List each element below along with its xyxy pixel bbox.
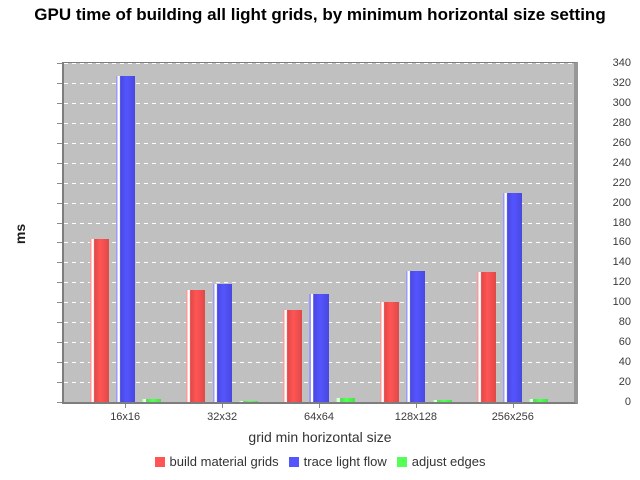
legend-label: trace light flow xyxy=(303,454,387,469)
bar-trace-light-flow-16x16 xyxy=(115,76,135,402)
x-tick-label: 128x128 xyxy=(394,411,437,423)
bar-build-material-grids-64x64 xyxy=(283,310,303,402)
gridline xyxy=(64,63,574,64)
x-tick-mark xyxy=(222,404,224,408)
legend-label: adjust edges xyxy=(411,454,486,469)
y-tick-mark xyxy=(57,342,62,344)
y-tick-mark xyxy=(57,82,62,84)
y-tick-mark xyxy=(57,63,62,64)
legend-item: trace light flow xyxy=(288,454,387,469)
legend-item: build material grids xyxy=(154,454,279,469)
y-tick-label: 200 xyxy=(612,196,631,209)
y-tick-mark xyxy=(57,402,62,403)
y-tick-label: 0 xyxy=(624,396,631,408)
gridline xyxy=(64,102,574,104)
bar-trace-light-flow-128x128 xyxy=(406,271,426,402)
y-tick-label: 40 xyxy=(618,356,631,369)
bar-adjust-edges-128x128 xyxy=(432,400,452,402)
bar-build-material-grids-128x128 xyxy=(380,302,400,402)
y-tick-label: 60 xyxy=(618,336,631,349)
y-tick-mark xyxy=(57,142,62,144)
y-axis-title: ms xyxy=(12,223,28,245)
y-tick-label: 100 xyxy=(612,296,631,309)
bar-trace-light-flow-64x64 xyxy=(309,294,329,402)
legend-swatch xyxy=(288,456,299,467)
bar-adjust-edges-256x256 xyxy=(529,399,549,402)
bar-adjust-edges-16x16 xyxy=(141,399,161,402)
x-axis-title: grid min horizontal size xyxy=(248,429,392,445)
gridline xyxy=(64,122,574,124)
bar-adjust-edges-32x32 xyxy=(238,401,258,402)
y-tick-mark xyxy=(57,242,62,244)
y-tick-mark xyxy=(57,222,62,224)
y-tick-mark xyxy=(57,182,62,184)
legend-swatch xyxy=(396,456,407,467)
x-tick-mark xyxy=(512,404,514,408)
y-tick-label: 20 xyxy=(618,376,631,389)
gridline xyxy=(64,262,574,264)
gridline xyxy=(64,142,574,144)
bar-build-material-grids-16x16 xyxy=(89,239,109,402)
y-tick-mark xyxy=(57,322,62,324)
x-tick-label: 64x64 xyxy=(304,411,334,423)
y-tick-label: 240 xyxy=(612,156,631,169)
x-tick-label: 32x32 xyxy=(207,411,238,423)
gridline xyxy=(64,162,574,164)
y-tick-mark xyxy=(57,202,62,204)
x-tick-label: 16x16 xyxy=(110,411,141,423)
plot-area xyxy=(62,62,578,404)
x-tick-mark xyxy=(319,404,320,408)
y-tick-label: 320 xyxy=(612,76,631,89)
y-tick-label: 160 xyxy=(612,236,631,249)
legend-item: adjust edges xyxy=(396,454,486,469)
y-tick-mark xyxy=(57,122,62,124)
x-tick-mark xyxy=(415,404,417,408)
y-tick-label: 280 xyxy=(612,116,631,129)
y-tick-mark xyxy=(57,302,62,304)
y-tick-label: 120 xyxy=(612,276,631,289)
y-tick-label: 340 xyxy=(612,57,631,69)
x-tick-label: 256x256 xyxy=(491,411,534,423)
gridline xyxy=(64,82,574,84)
y-tick-label: 220 xyxy=(612,176,631,189)
y-tick-mark xyxy=(57,362,62,364)
legend: build material grids trace light flow adju… xyxy=(0,454,640,469)
y-tick-label: 260 xyxy=(612,136,631,149)
legend-label: build material grids xyxy=(169,454,279,469)
gridline xyxy=(64,242,574,244)
chart-title: GPU time of building all light grids, by… xyxy=(0,4,640,26)
y-tick-mark xyxy=(57,102,62,104)
bar-build-material-grids-32x32 xyxy=(186,290,206,402)
gridline xyxy=(64,222,574,224)
legend-swatch xyxy=(154,456,165,467)
y-tick-label: 140 xyxy=(612,256,631,269)
bar-trace-light-flow-32x32 xyxy=(212,284,232,402)
bar-adjust-edges-64x64 xyxy=(335,398,355,402)
y-tick-mark xyxy=(57,282,62,284)
bar-trace-light-flow-256x256 xyxy=(503,193,523,402)
y-tick-label: 180 xyxy=(612,216,631,229)
y-tick-mark xyxy=(57,382,62,384)
y-tick-mark xyxy=(57,162,62,164)
y-tick-label: 300 xyxy=(612,96,631,109)
gridline xyxy=(64,282,574,284)
gridline xyxy=(64,202,574,204)
y-tick-label: 80 xyxy=(618,316,631,329)
bar-build-material-grids-256x256 xyxy=(477,272,497,402)
x-tick-mark xyxy=(125,404,127,408)
y-tick-mark xyxy=(57,262,62,264)
chart-title-text: GPU time of building all light grids, by… xyxy=(34,5,606,24)
gridline xyxy=(64,182,574,184)
